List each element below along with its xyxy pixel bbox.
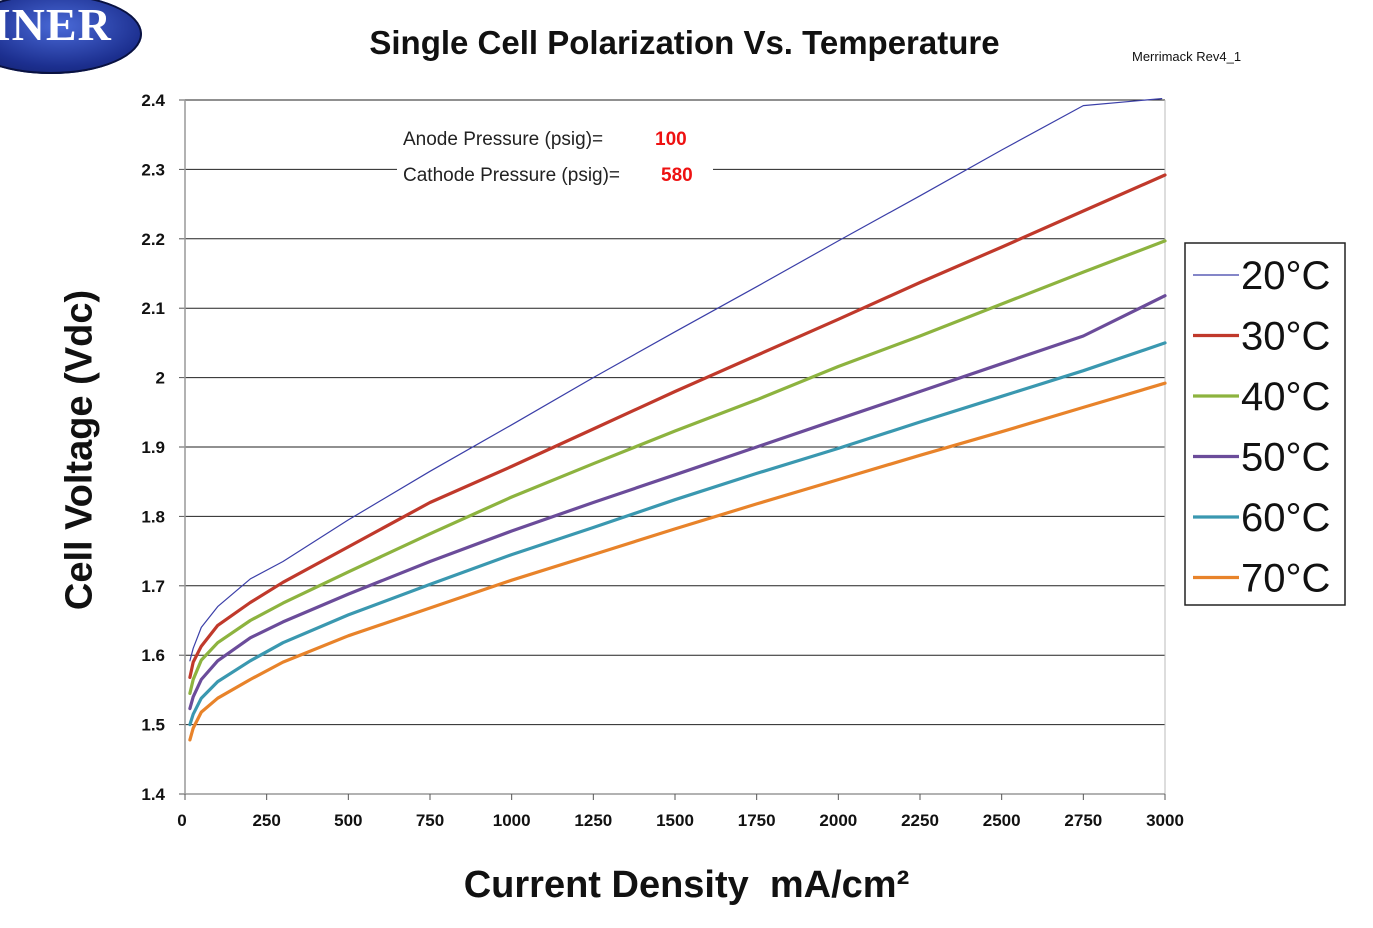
series-line xyxy=(188,294,1167,711)
annotation-value: 100 xyxy=(655,129,687,150)
y-tick-label: 1.4 xyxy=(141,785,165,804)
annotation-label: Cathode Pressure (psig)= xyxy=(403,165,620,186)
series-line xyxy=(188,341,1167,727)
series-line xyxy=(188,239,1167,696)
annotation-value: 580 xyxy=(661,165,693,186)
x-tick-label: 2000 xyxy=(819,811,857,830)
legend-label: 60°C xyxy=(1241,496,1330,540)
chart-title: Single Cell Polarization Vs. Temperature xyxy=(369,24,1000,61)
legend-box xyxy=(1184,242,1346,606)
x-tick-label: 750 xyxy=(416,811,444,830)
series-line xyxy=(188,381,1167,742)
x-tick-label: 1000 xyxy=(493,811,531,830)
series-line xyxy=(188,173,1167,680)
y-tick-label: 1.7 xyxy=(141,577,165,596)
x-axis-label: Current Density mA/cm² xyxy=(463,864,910,906)
x-tick-label: 500 xyxy=(334,811,362,830)
legend: 20°C 30°C 40°C 50°C 60°C 70°C xyxy=(1184,242,1346,606)
x-tick-label: 1750 xyxy=(738,811,776,830)
legend-label: 50°C xyxy=(1241,436,1330,480)
y-tick-label: 1.6 xyxy=(141,646,165,665)
y-tick-label: 2.3 xyxy=(141,160,165,179)
grid-lines xyxy=(185,99,1165,795)
x-tick-label: 250 xyxy=(252,811,280,830)
y-tick-label: 1.9 xyxy=(141,438,165,457)
x-tick-label: 2750 xyxy=(1064,811,1102,830)
x-tick-label: 1250 xyxy=(574,811,612,830)
y-tick-label: 2.1 xyxy=(141,299,165,318)
axes xyxy=(179,99,1166,800)
y-tick-label: 2.4 xyxy=(141,91,165,110)
series-line xyxy=(189,97,1163,662)
company-logo: GINER xyxy=(0,0,142,74)
annotation-label: Anode Pressure (psig)= xyxy=(403,129,603,150)
chart-title-wrap: Single Cell Polarization Vs. Temperature xyxy=(0,24,1373,62)
legend-label: 30°C xyxy=(1241,315,1330,359)
revision-label: Merrimack Rev4_1 xyxy=(1132,49,1242,64)
legend-label: 40°C xyxy=(1241,375,1330,419)
annotation-background xyxy=(397,160,713,188)
x-axis-label-wrap: Current Density mA/cm² xyxy=(0,864,1373,907)
x-tick-label: 1500 xyxy=(656,811,694,830)
y-tick-label: 1.5 xyxy=(141,716,165,735)
logo-text: GINER xyxy=(0,0,112,50)
series-lines xyxy=(188,97,1167,742)
legend-label: 20°C xyxy=(1241,254,1330,298)
y-tick-label: 1.8 xyxy=(141,507,165,526)
y-tick-label: 2 xyxy=(156,369,165,388)
x-tick-label: 0 xyxy=(177,811,186,830)
tick-labels: 1.4 1.5 1.6 1.7 1.8 1.9 2 2.1 2.2 2.3 2.4 0 250 500 75… xyxy=(141,91,1184,830)
pressure-annotations: Anode Pressure (psig)= 100 Cathode Pressur… xyxy=(397,129,713,188)
y-tick-label: 2.2 xyxy=(141,230,165,249)
x-tick-label: 2250 xyxy=(901,811,939,830)
x-tick-label: 2500 xyxy=(983,811,1021,830)
x-tick-label: 3000 xyxy=(1146,811,1184,830)
legend-label: 70°C xyxy=(1241,557,1330,601)
